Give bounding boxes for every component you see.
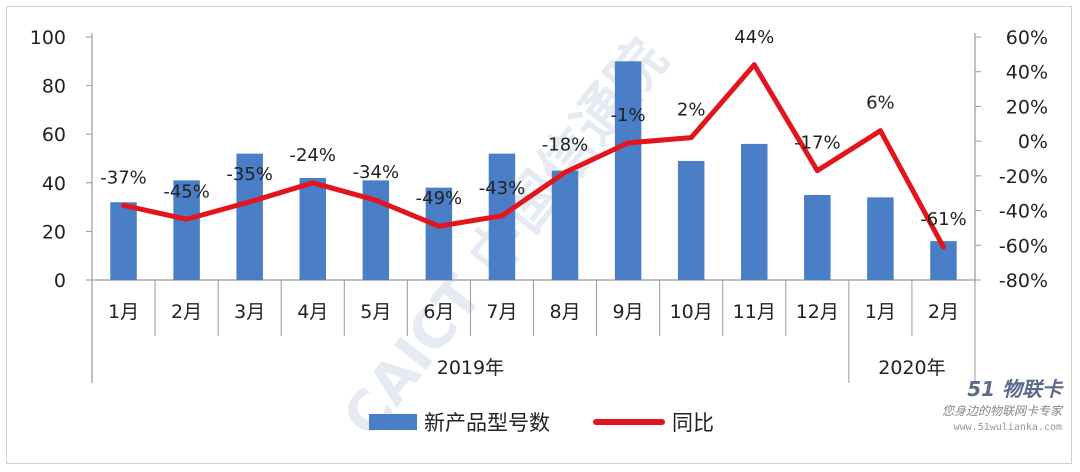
data-label: -1% [611,105,646,126]
category-label: 2月 [171,301,202,323]
line-point [373,197,379,203]
data-label: -35% [226,164,273,185]
right-tick-label: 40% [1006,62,1048,84]
bar [677,160,705,280]
axes: 0 20 40 60 80 100 -80% -60% -40% -20% 0% 20% 40% 60% 2… [30,27,1048,383]
bar [236,153,263,280]
line-point [247,199,253,205]
yoy-line [121,62,946,250]
line-point [310,180,316,186]
category-label: 6月 [423,301,454,323]
left-tick-label: 60 [42,124,66,146]
data-label: -45% [163,181,210,202]
line-point [184,216,190,222]
data-label: 2% [677,100,706,121]
data-label: -24% [289,145,336,166]
bar [110,202,137,280]
left-tick-label: 0 [54,270,66,292]
bar [867,197,894,280]
chart-frame [6,6,1072,464]
group-label: 2020年 [878,357,945,379]
data-label: -61% [920,209,967,230]
category-label: 7月 [486,301,517,323]
data-label: -49% [416,188,463,209]
right-tick-label: 60% [1006,27,1048,49]
line-point [814,168,820,174]
legend-bar-swatch [369,414,417,430]
data-labels: -37% -45% -35% -24% -34% -49% -43% -18% -1% 2% 44%… [100,27,966,230]
category-label: 11月 [733,301,776,323]
logo-url: www.51wulianka.com [954,422,1062,433]
category-label: 3月 [234,301,265,323]
left-tick-label: 80 [42,76,66,98]
line-series [121,62,946,250]
line-point [562,169,568,175]
category-label: 9月 [613,301,644,323]
category-label: 1月 [865,301,896,323]
left-tick-label: 20 [42,221,66,243]
category-label: 12月 [796,301,839,323]
line-point [499,213,505,219]
right-tick-label: -20% [999,166,1048,188]
bar [614,61,642,280]
category-label: 1月 [108,301,139,323]
logo-tagline: 您身边的物联网卡专家 [942,404,1064,418]
legend: 新产品型号数 同比 [369,411,714,435]
right-tick-label: 20% [1006,96,1048,118]
logo-brand: 51 物联卡 [967,377,1064,401]
line-point [877,128,883,134]
line-point [121,202,127,208]
bar [173,180,200,280]
data-label: -37% [100,167,147,188]
line-point [940,244,946,250]
bar [551,170,579,280]
category-label: 5月 [360,301,391,323]
data-label: -43% [479,178,526,199]
data-label: -18% [542,134,589,155]
bar [299,177,326,280]
legend-bar-label: 新产品型号数 [424,411,550,435]
category-label: 8月 [549,301,580,323]
left-tick-label: 40 [42,173,66,195]
right-tick-label: -60% [999,235,1048,257]
right-tick-label: 0% [1018,131,1048,153]
bar [425,187,453,280]
data-label: -34% [353,162,400,183]
legend-line-label: 同比 [672,411,714,435]
right-tick-label: -80% [999,270,1048,292]
data-label: 44% [734,27,774,48]
right-tick-label: -40% [999,201,1048,223]
category-label: 2月 [928,301,959,323]
bar [741,143,768,280]
line-point [625,140,631,146]
line-point [751,62,757,68]
category-label: 10月 [670,301,713,323]
left-tick-label: 100 [30,27,66,49]
line-point [688,135,694,141]
bar-series [110,61,957,280]
bar [804,194,831,280]
category-label: 4月 [297,301,328,323]
data-label: -17% [794,133,841,154]
line-point [436,223,442,229]
group-label: 2019年 [437,357,504,379]
data-label: 6% [866,93,895,114]
